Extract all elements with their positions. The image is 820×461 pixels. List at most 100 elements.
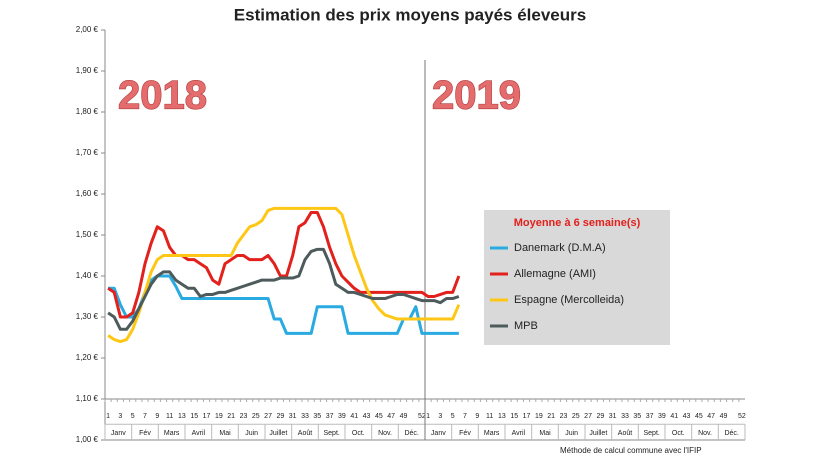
x-tick-label: 3 [438,413,442,420]
x-tick-label: 25 [572,413,580,420]
month-label: Août [298,430,312,437]
legend-title: Moyenne à 6 semaine(s) [514,217,641,229]
x-tick-label: 23 [560,413,568,420]
y-tick-label: 1,90 € [76,66,99,75]
x-tick-label: 29 [276,413,284,420]
x-tick-label: 31 [609,413,617,420]
legend-label: Danemark (D.M.A) [514,242,606,254]
x-tick-label: 52 [418,413,426,420]
month-label: Nov. [378,430,392,437]
x-tick-label: 29 [596,413,604,420]
x-tick-label: 47 [387,413,395,420]
month-label: Sept. [643,430,659,437]
month-label: Sept. [323,430,339,437]
y-tick-label: 1,10 € [76,394,99,403]
month-label: Oct. [352,430,365,437]
x-tick-label: 19 [215,413,223,420]
month-label: Mars [484,430,500,437]
x-tick-label: 49 [720,413,728,420]
footnote: Méthode de calcul commune avec l'IFIP [560,446,702,455]
y-tick-label: 1,80 € [76,107,99,116]
x-tick-label: 23 [240,413,248,420]
x-tick-label: 9 [155,413,159,420]
y-tick-label: 1,60 € [76,189,99,198]
month-label: Déc. [404,430,418,437]
x-tick-label: 43 [683,413,691,420]
x-tick-label: 43 [363,413,371,420]
month-label: Juin [565,430,578,437]
y-tick-label: 2,00 € [76,25,99,34]
x-tick-label: 27 [584,413,592,420]
y-tick-label: 1,20 € [76,353,99,362]
series-line [108,274,459,335]
month-label: Fév [139,430,151,437]
x-tick-label: 39 [658,413,666,420]
x-tick-label: 21 [547,413,555,420]
x-tick-label: 11 [166,413,173,420]
annotation: 2018 [118,74,207,118]
month-label: Fév [459,430,471,437]
x-tick-label: 13 [498,413,506,420]
y-tick-label: 1,50 € [76,230,99,239]
month-label: Déc. [724,430,738,437]
x-tick-label: 21 [227,413,235,420]
month-label: Août [618,430,632,437]
x-tick-label: 37 [646,413,654,420]
x-tick-label: 7 [143,413,147,420]
x-tick-label: 45 [375,413,383,420]
y-tick-label: 1,00 € [76,435,99,444]
x-tick-label: 49 [400,413,408,420]
x-tick-label: 19 [535,413,543,420]
x-tick-label: 35 [313,413,321,420]
month-label: Oct. [672,430,685,437]
x-tick-label: 17 [203,413,211,420]
series-line [107,206,461,344]
x-tick-label: 15 [510,413,518,420]
month-label: Juillet [269,430,287,437]
x-tick-label: 33 [621,413,629,420]
annotation: 2019 [432,74,521,118]
legend-label: MPB [514,320,538,332]
x-tick-label: 1 [426,413,430,420]
x-tick-label: 1 [106,413,110,420]
x-tick-label: 11 [486,413,493,420]
x-tick-label: 45 [695,413,703,420]
x-tick-label: 13 [178,413,186,420]
month-label: Janv [431,430,446,437]
x-tick-label: 41 [670,413,678,420]
x-tick-label: 39 [338,413,346,420]
month-label: Mai [219,430,231,437]
chart-title: Estimation des prix moyens payés éleveur… [234,5,586,24]
x-tick-label: 5 [131,413,135,420]
x-tick-label: 15 [190,413,198,420]
month-label: Avril [192,430,206,437]
month-label: Nov. [698,430,712,437]
month-label: Juillet [589,430,607,437]
legend-label: Allemagne (AMI) [514,268,596,280]
x-tick-label: 5 [451,413,455,420]
x-tick-label: 3 [118,413,122,420]
month-label: Avril [512,430,526,437]
x-tick-label: 17 [523,413,531,420]
month-label: Mars [164,430,180,437]
x-tick-label: 33 [301,413,309,420]
month-label: Janv [111,430,126,437]
legend-label: Espagne (Mercolleida) [514,294,624,306]
series-line [107,247,460,331]
x-tick-label: 9 [475,413,479,420]
month-label: Juin [245,430,258,437]
x-tick-label: 47 [707,413,715,420]
series-line [107,210,461,319]
x-tick-label: 7 [463,413,467,420]
x-tick-label: 35 [633,413,641,420]
x-tick-label: 52 [738,413,746,420]
x-tick-label: 31 [289,413,297,420]
x-tick-label: 27 [264,413,272,420]
x-tick-label: 41 [350,413,358,420]
month-label: Mai [539,430,551,437]
y-tick-label: 1,70 € [76,148,99,157]
x-tick-label: 37 [326,413,334,420]
legend-box [484,210,670,345]
x-tick-label: 25 [252,413,260,420]
